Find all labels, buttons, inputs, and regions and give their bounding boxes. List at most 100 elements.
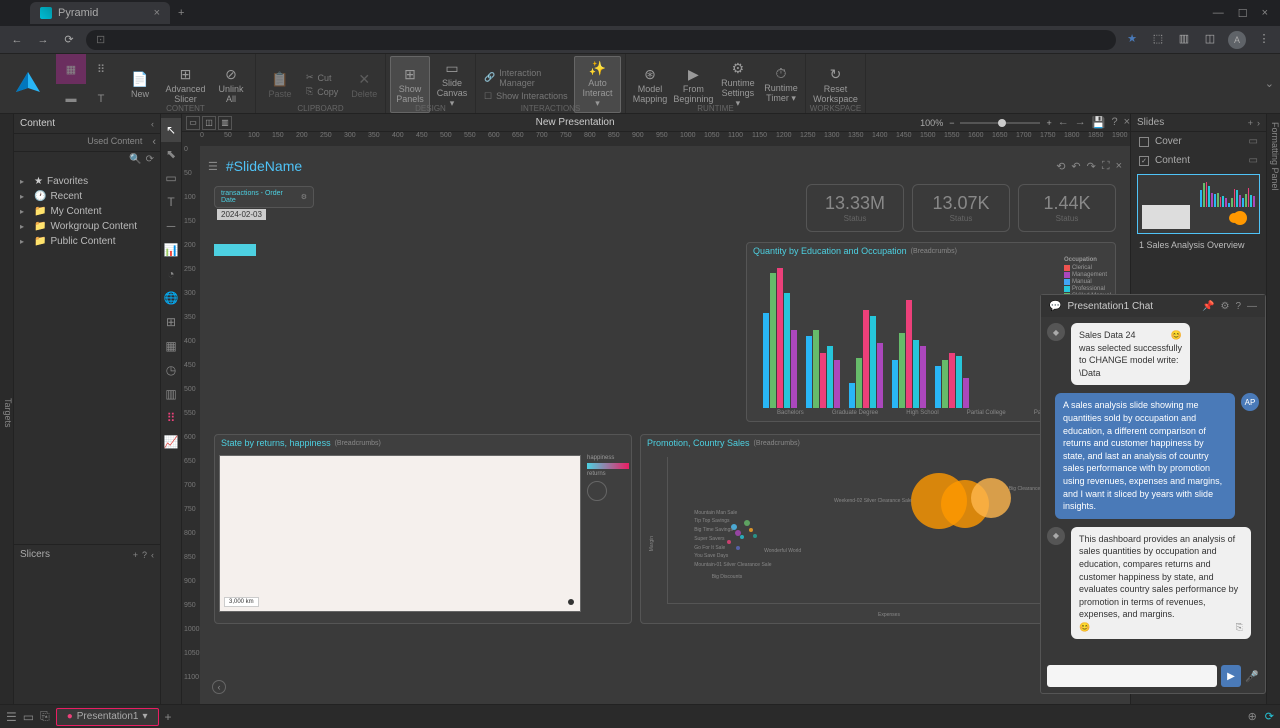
chat-input[interactable] — [1047, 665, 1217, 687]
globe-tool[interactable]: 🌐 — [161, 286, 181, 310]
add-slide-icon[interactable]: + — [1248, 118, 1253, 128]
slide-name[interactable]: #SlideName — [226, 158, 302, 174]
close-slide-icon[interactable]: × — [1116, 160, 1122, 173]
chart-pie-tool[interactable]: ◔ — [161, 262, 181, 286]
interaction-manager-button[interactable]: 🔗 Interaction Manager — [480, 67, 572, 89]
scatter-bubble[interactable] — [971, 478, 1011, 518]
tree-public[interactable]: ▸📁Public Content — [16, 234, 158, 249]
scatter-bubble[interactable] — [749, 528, 753, 532]
trend-tool[interactable]: 📈 — [161, 430, 181, 454]
slide-expand-icon[interactable]: ‹ — [212, 680, 226, 694]
chart-bar[interactable] — [870, 316, 876, 408]
slide-canvas[interactable]: ☰ #SlideName ⟲ ↶ ↷ ⛶ × transactions - Or… — [200, 146, 1130, 704]
chart-bar[interactable] — [820, 353, 826, 408]
save-icon[interactable]: 💾 — [1092, 116, 1106, 129]
search-icon[interactable]: 🔍 — [129, 154, 141, 168]
add-tab-button[interactable]: + — [178, 7, 184, 19]
map-widget[interactable]: State by returns, happiness(Breadcrumbs)… — [214, 434, 632, 624]
targets-rail[interactable]: Targets — [0, 114, 14, 704]
select-tool[interactable]: ⬉ — [161, 142, 181, 166]
grid-view-button[interactable]: ▦ — [56, 54, 86, 84]
formatting-rail[interactable]: Formatting Panel — [1266, 114, 1280, 704]
chat-send-button[interactable]: ▶ — [1221, 665, 1241, 687]
cursor-tool[interactable]: ↖ — [161, 118, 181, 142]
presentation-tab[interactable]: ● Presentation1 ▾ — [56, 708, 159, 726]
chart-bar[interactable] — [920, 346, 926, 408]
chart-bar-tool[interactable]: 📊 — [161, 238, 181, 262]
forward-icon[interactable]: → — [34, 34, 52, 46]
rect-tool[interactable]: ▭ — [161, 166, 181, 190]
sync-icon[interactable]: ⟲ — [1056, 160, 1065, 173]
map-area[interactable]: 3,000 km — [219, 455, 581, 612]
chart-bar[interactable] — [770, 273, 776, 408]
tree-workgroup[interactable]: ▸📁Workgroup Content — [16, 219, 158, 234]
used-content-tab[interactable]: Used Content — [81, 134, 148, 151]
tree-recent[interactable]: ▸🕐Recent — [16, 189, 158, 204]
panel-icon[interactable]: ▥ — [1176, 32, 1192, 48]
kpi-card[interactable]: 1.44KStatus — [1018, 184, 1116, 232]
scatter-bubble[interactable] — [727, 540, 731, 544]
back-icon[interactable]: ← — [8, 34, 26, 46]
scatter-bubble[interactable] — [736, 546, 740, 550]
menu-icon[interactable]: ⋮ — [1256, 32, 1272, 48]
refresh-icon[interactable]: ⟳ — [146, 154, 154, 168]
scatter-bubble[interactable] — [744, 520, 750, 526]
extension-icon[interactable]: ⬚ — [1150, 32, 1166, 48]
add-slicer-icon[interactable]: + — [133, 550, 138, 560]
zoom-slider[interactable] — [960, 122, 1040, 124]
zoom-out-button[interactable]: − — [949, 118, 954, 128]
view-single-button[interactable]: ▭ — [186, 116, 200, 130]
show-interactions-button[interactable]: ☐ Show Interactions — [480, 90, 572, 103]
tree-favorites[interactable]: ▸★Favorites — [16, 174, 158, 189]
scatter-tool[interactable]: ⠿ — [161, 406, 181, 430]
fullscreen-icon[interactable]: ⛶ — [1102, 160, 1110, 173]
scatter-bubble[interactable] — [740, 535, 744, 539]
maximize-icon[interactable]: ☐ — [1238, 7, 1248, 20]
chat-help-icon[interactable]: ? — [1235, 301, 1241, 312]
column-tool[interactable]: ▥ — [161, 382, 181, 406]
grid-tool[interactable]: ▦ — [161, 334, 181, 358]
slide-thumbnail[interactable] — [1137, 174, 1260, 234]
star-icon[interactable]: ★ — [1124, 32, 1140, 48]
browser-tab[interactable]: Pyramid × — [30, 2, 170, 24]
chart-bar[interactable] — [877, 343, 883, 408]
cover-slide-item[interactable]: Cover ▭ — [1131, 132, 1266, 151]
slicer-collapse-icon[interactable]: ‹ — [151, 550, 154, 560]
chart-bar[interactable] — [949, 353, 955, 408]
chat-minimize-icon[interactable]: — — [1247, 301, 1257, 312]
close-icon[interactable]: × — [154, 7, 160, 19]
layout-button[interactable]: ▬ — [56, 84, 86, 114]
text-tool[interactable]: T — [161, 190, 181, 214]
chart-bar[interactable] — [777, 268, 783, 408]
slide-menu-icon[interactable]: ☰ — [208, 160, 218, 173]
chart-bar[interactable] — [956, 356, 962, 408]
chart-bar[interactable] — [827, 346, 833, 408]
help-icon[interactable]: ? — [1111, 116, 1117, 129]
chart-bar[interactable] — [806, 336, 812, 408]
chart-bar[interactable] — [913, 340, 919, 408]
chart-bar[interactable] — [834, 360, 840, 408]
chart-bar[interactable] — [963, 378, 969, 408]
chart-bar[interactable] — [899, 333, 905, 408]
cover-checkbox[interactable] — [1139, 137, 1149, 147]
profile-avatar[interactable]: A — [1228, 31, 1246, 49]
chart-bar[interactable] — [813, 330, 819, 408]
url-input[interactable]: ⊡ — [86, 30, 1116, 50]
minimize-icon[interactable]: — — [1213, 7, 1224, 20]
text-button[interactable]: T — [86, 84, 116, 114]
nav-fwd-icon[interactable]: → — [1075, 116, 1086, 129]
add-tab-bottom-icon[interactable]: + — [165, 710, 172, 724]
chart-bar[interactable] — [791, 330, 797, 408]
line-tool[interactable]: ─ — [161, 214, 181, 238]
nav-back-icon[interactable]: ← — [1058, 116, 1069, 129]
chat-pin-icon[interactable]: 📌 — [1202, 301, 1214, 312]
gauge-tool[interactable]: ◷ — [161, 358, 181, 382]
apps-button[interactable]: ⠿ — [86, 54, 116, 84]
chart-bar[interactable] — [906, 300, 912, 408]
reload-icon[interactable]: ⟳ — [60, 33, 78, 46]
chat-settings-icon[interactable]: ⚙ — [1220, 301, 1229, 312]
close-window-icon[interactable]: × — [1262, 7, 1268, 20]
table-tool[interactable]: ⊞ — [161, 310, 181, 334]
redo-icon[interactable]: ↷ — [1087, 160, 1096, 173]
copy-bottom-icon[interactable]: ⎘ — [40, 709, 50, 724]
